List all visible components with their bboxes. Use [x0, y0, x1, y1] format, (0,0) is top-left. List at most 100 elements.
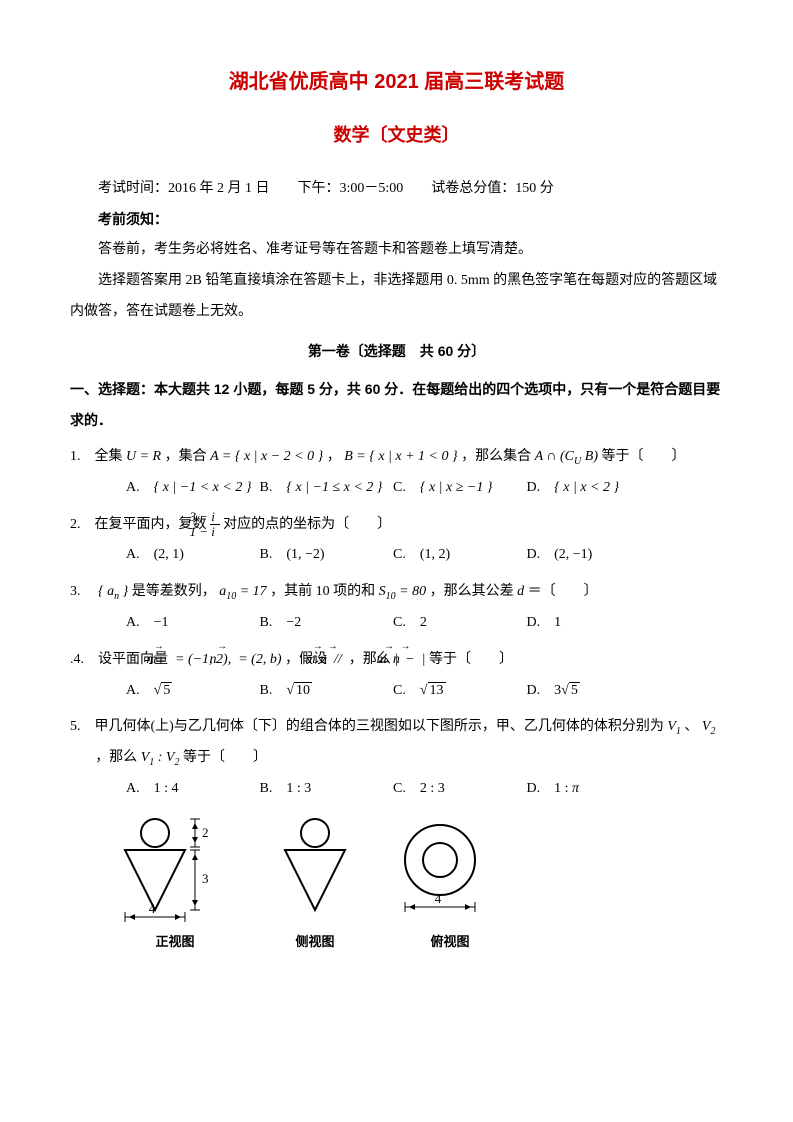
q1-optD: { x | x < 2 }: [554, 480, 619, 495]
q5-optD: 1 : π: [554, 781, 579, 796]
q5-optC: 2 : 3: [420, 781, 445, 796]
q1-stem-b: ，集合: [165, 449, 207, 464]
label-b: B.: [260, 781, 273, 796]
label-d: D.: [527, 615, 541, 630]
front-view: 2 3 4 正视图: [110, 815, 240, 948]
q3-stem-e: ＝〔 〕: [528, 584, 598, 599]
q1-stem-e: 等于〔 〕: [601, 449, 685, 464]
label-c: C.: [393, 547, 406, 562]
q2-den: 1 − i: [210, 525, 220, 539]
q1-stem-d: ，那么集合: [461, 449, 531, 464]
question-3: 3. { an } 是等差数列， a10 = 17 ，其前 10 项的和 S10…: [70, 577, 723, 608]
side-view: 侧视图: [270, 815, 360, 948]
subject-title: 数学〔文史类〕: [70, 116, 723, 156]
q4-optA: 5: [154, 676, 173, 707]
q1-stem-c: ，: [327, 449, 341, 464]
label-b: B.: [260, 480, 273, 495]
q3-optC: 2: [420, 615, 427, 630]
q1-A: A = { x | x − 2 < 0 }: [210, 449, 323, 464]
q1-U: U = R: [126, 449, 161, 464]
section-instruction: 一、选择题：本大题共 12 小题，每题 5 分，共 60 分．在每题给出的四个选…: [70, 374, 723, 436]
label-a: A.: [126, 615, 140, 630]
q5-options: A. 1 : 4 B. 1 : 3 C. 2 : 3 D. 1 : π: [70, 774, 723, 805]
q5-stem-b: 、: [684, 719, 698, 734]
q1-optC: { x | x ≥ −1 }: [420, 480, 493, 495]
q1-optB: { x | −1 ≤ x < 2 }: [286, 480, 382, 495]
q2-options: A. (2, 1) B. (1, −2) C. (1, 2) D. (2, −1…: [70, 540, 723, 571]
svg-text:4: 4: [435, 891, 442, 906]
q4-optC: 13: [420, 676, 446, 707]
q1-options: A. { x | −1 < x < 2 } B. { x | −1 ≤ x < …: [70, 473, 723, 504]
top-view-label: 俯视图: [390, 935, 510, 948]
label-b: B.: [260, 615, 273, 630]
q4-optB: 10: [286, 676, 312, 707]
notice-2: 选择题答案用 2B 铅笔直接填涂在答题卡上，非选择题用 0. 5mm 的黑色签字…: [70, 266, 723, 328]
label-d: D.: [527, 781, 541, 796]
label-a: A.: [126, 781, 140, 796]
label-d: D.: [527, 480, 541, 495]
main-title: 湖北省优质高中 2021 届高三联考试题: [70, 60, 723, 104]
label-a: A.: [126, 480, 140, 495]
q4-optD: 3: [554, 683, 561, 698]
q3-optA: −1: [154, 615, 169, 630]
section-1-header: 第一卷〔选择题 共 60 分〕: [70, 336, 723, 367]
q4-cond: m // n: [331, 652, 346, 667]
q2-num: 3 − i: [210, 510, 220, 525]
q5-ratio: V1 : V2: [141, 750, 180, 765]
q1-B: B = { x | x + 1 < 0 }: [344, 449, 457, 464]
q3-S10: S10 = 80: [379, 584, 426, 599]
q3-options: A. −1 B. −2 C. 2 D. 1: [70, 608, 723, 639]
q3-stem-b: 是等差数列，: [132, 584, 216, 599]
q5-stem-a: 5. 甲几何体(上)与乙几何体〔下〕的组合体的三视图如以下图所示，甲、乙几何体的…: [70, 719, 664, 734]
q4-expr: | m − n |: [394, 652, 425, 667]
q4-stem-d: 等于〔 〕: [429, 652, 513, 667]
q2-stem-b: 对应的点的坐标为〔 〕: [223, 517, 391, 532]
q1-target: A ∩ (CU B): [535, 449, 598, 464]
q3-seq: { an }: [98, 584, 128, 599]
question-4: .4. 设平面向量 m = (−1, 2), n = (2, b) ，假设 m …: [70, 645, 723, 676]
label-d: D.: [527, 683, 541, 698]
three-views: 2 3 4 正视图 侧视图: [70, 815, 723, 948]
q2-fraction: 3 − i 1 − i: [210, 510, 220, 540]
q5-V1: V1: [667, 719, 681, 734]
q3-stem-d: ，那么其公差: [430, 584, 514, 599]
q1-stem-a: 1. 全集: [70, 449, 123, 464]
q2-optA: (2, 1): [154, 547, 184, 562]
svg-text:2: 2: [202, 825, 209, 840]
top-view-svg: 4: [390, 815, 510, 925]
front-view-svg: 2 3 4: [110, 815, 240, 925]
top-view: 4 俯视图: [390, 815, 510, 948]
question-1: 1. 全集 U = R ，集合 A = { x | x − 2 < 0 } ， …: [70, 442, 723, 473]
q3-optB: −2: [286, 615, 301, 630]
question-5: 5. 甲几何体(上)与乙几何体〔下〕的组合体的三视图如以下图所示，甲、乙几何体的…: [70, 712, 723, 774]
label-d: D.: [527, 547, 541, 562]
q3-stem-a: 3.: [70, 584, 95, 599]
notice-1: 答卷前，考生务必将姓名、准考证号等在答题卡和答题卷上填写清楚。: [70, 235, 723, 266]
question-2: 2. 在复平面内，复数 3 − i 1 − i 对应的点的坐标为〔 〕: [70, 510, 723, 541]
q5-stem-d: 等于〔 〕: [183, 750, 267, 765]
q5-V2: V2: [702, 719, 716, 734]
label-b: B.: [260, 547, 273, 562]
label-c: C.: [393, 781, 406, 796]
q2-optD: (2, −1): [554, 547, 592, 562]
q3-d: d: [517, 584, 524, 599]
notice-header: 考前须知：: [70, 204, 723, 235]
label-a: A.: [126, 547, 140, 562]
exam-info: 考试时间：2016 年 2 月 1 日 下午：3:00－5:00 试卷总分值：1…: [70, 174, 723, 205]
q5-optB: 1 : 3: [286, 781, 311, 796]
label-c: C.: [393, 615, 406, 630]
q5-optA: 1 : 4: [154, 781, 179, 796]
svg-text:3: 3: [202, 871, 209, 886]
label-c: C.: [393, 683, 406, 698]
label-c: C.: [393, 480, 406, 495]
q1-optA: { x | −1 < x < 2 }: [154, 480, 252, 495]
label-b: B.: [260, 683, 273, 698]
q3-a10: a10 = 17: [219, 584, 266, 599]
q2-optC: (1, 2): [420, 547, 450, 562]
side-view-svg: [270, 815, 360, 925]
q3-stem-c: ，其前 10 项的和: [270, 584, 375, 599]
q5-stem-c: ，那么: [95, 750, 137, 765]
q4-m: m = (−1, 2), n = (2, b): [172, 652, 282, 667]
q2-optB: (1, −2): [286, 547, 324, 562]
svg-text:4: 4: [149, 901, 156, 916]
